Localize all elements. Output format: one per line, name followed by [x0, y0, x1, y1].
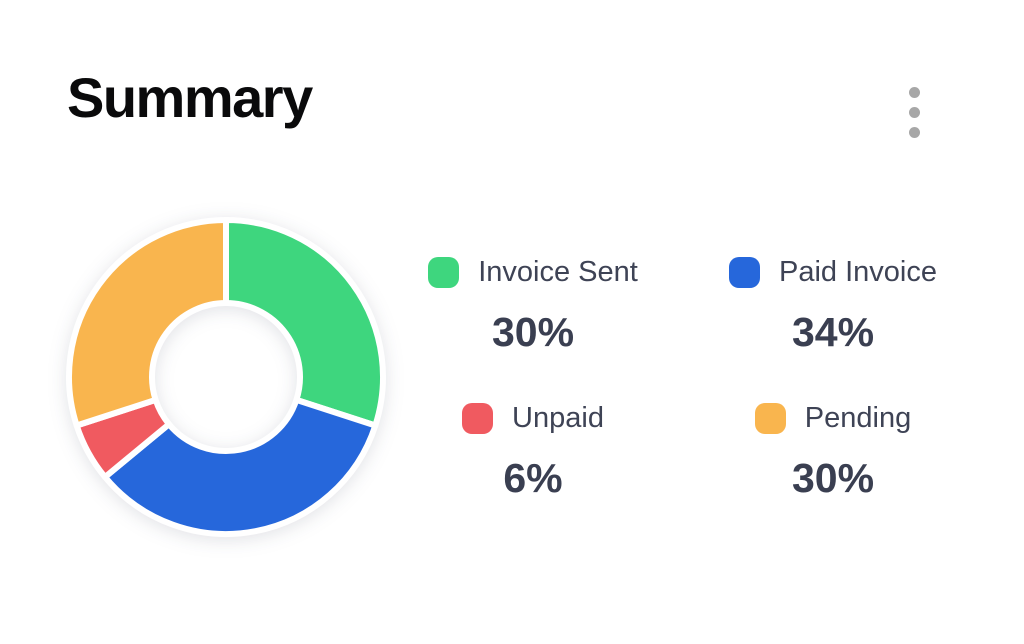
legend-label: Pending: [804, 402, 912, 435]
legend-percent: 30%: [491, 309, 575, 355]
invoice-sent-swatch-icon: [428, 257, 460, 288]
legend-head: Unpaid: [462, 402, 604, 435]
legend-label: Invoice Sent: [478, 256, 638, 288]
donut-slice-paid-invoice[interactable]: [102, 396, 379, 537]
kebab-menu-icon: [908, 86, 920, 98]
legend-label: Unpaid: [512, 402, 604, 435]
legend-label: Paid Invoice: [779, 256, 937, 288]
legend-item-invoice-sent: Invoice Sent 30%: [383, 257, 683, 355]
donut-slice-invoice-sent[interactable]: [223, 217, 386, 429]
donut-chart: [61, 212, 391, 542]
legend-item-unpaid: Unpaid 6%: [383, 403, 683, 501]
legend-head: Pending: [754, 402, 912, 435]
kebab-menu-icon: [908, 126, 920, 138]
legend-percent: 6%: [503, 455, 563, 502]
paid-invoice-swatch-icon: [729, 257, 760, 288]
chart-legend: Invoice Sent 30% Paid Invoice 34% Unpaid…: [383, 257, 983, 501]
page-title: Summary: [67, 66, 313, 129]
legend-percent: 34%: [791, 309, 875, 355]
kebab-menu-button[interactable]: [896, 80, 932, 144]
legend-item-pending: Pending 30%: [683, 403, 983, 501]
legend-percent: 30%: [791, 455, 875, 502]
pending-swatch-icon: [754, 403, 786, 435]
legend-head: Paid Invoice: [729, 257, 937, 288]
legend-head: Invoice Sent: [428, 257, 638, 288]
kebab-menu-icon: [908, 106, 920, 118]
legend-item-paid-invoice: Paid Invoice 34%: [683, 257, 983, 355]
donut-chart-svg: [66, 217, 386, 537]
donut-slice-pending[interactable]: [66, 217, 229, 429]
unpaid-swatch-icon: [462, 403, 494, 435]
